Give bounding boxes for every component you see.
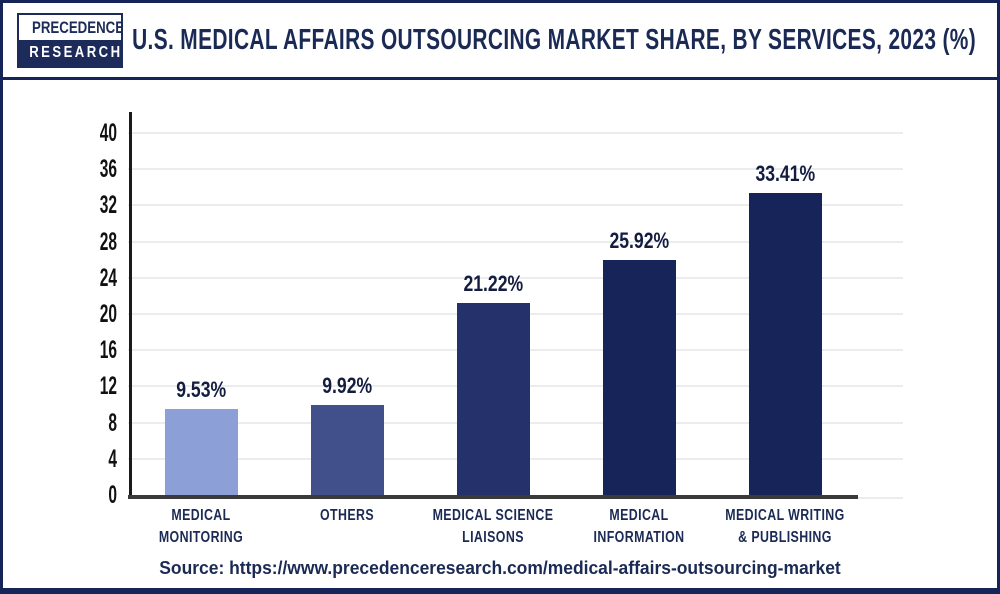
y-tick-label: 20: [99, 300, 117, 328]
bar-value-label: 9.53%: [176, 376, 226, 402]
x-category-label-line: MEDICAL SCIENCE: [432, 507, 554, 524]
x-category-label-line: & PUBLISHING: [738, 529, 832, 546]
y-tick-label: 0: [108, 481, 117, 509]
y-tick-label: 8: [108, 408, 117, 437]
chart-title: U.S. MEDICAL AFFAIRS OUTSOURCING MARKET …: [132, 23, 976, 56]
logo-word-precedence: PRECEDENCE: [19, 14, 121, 40]
x-category-label-line: MONITORING: [158, 529, 244, 546]
precedence-research-logo: PRECEDENCE RESEARCH: [17, 12, 123, 68]
y-tick-label: 36: [99, 155, 117, 184]
x-category-label-line: MEDICAL: [609, 507, 669, 524]
bar-slot: 9.92%: [274, 80, 420, 495]
x-axis-line: [128, 495, 858, 499]
bar-value-label: 21.22%: [463, 270, 523, 296]
y-tick-label: 28: [99, 227, 117, 256]
gridline: [128, 240, 903, 243]
y-tick-label: 12: [99, 372, 117, 401]
header: PRECEDENCE RESEARCH U.S. MEDICAL AFFAIRS…: [3, 3, 997, 80]
x-category-label: MEDICAL SCIENCE LIAISONS: [427, 505, 560, 549]
bar-value-label: 9.92%: [322, 373, 372, 399]
y-tick-label: 4: [108, 444, 117, 473]
bar-slot: 33.41%: [712, 80, 858, 495]
y-tick-label: 24: [99, 263, 117, 292]
bar-slot: 9.53%: [128, 80, 274, 495]
bar-chart-plot-area: Source: https://www.precedenceresearch.c…: [3, 80, 997, 588]
x-category-label: MEDICAL WRITING & PUBLISHING: [719, 505, 852, 549]
x-category-label-line: MEDICAL: [171, 507, 231, 524]
x-category-label-line: OTHERS: [319, 507, 375, 524]
gridline: [128, 132, 903, 134]
logo-text-bottom: RESEARCH: [29, 43, 121, 61]
y-axis-line: [129, 112, 132, 496]
bar: [456, 302, 530, 495]
title-area: U.S. MEDICAL AFFAIRS OUTSOURCING MARKET …: [123, 24, 985, 57]
bar-value-label: 25.92%: [609, 228, 669, 254]
gridline: [128, 204, 903, 207]
bar: [602, 260, 676, 495]
bar-value-label: 33.41%: [755, 160, 815, 186]
logo-text-top: PRECEDENCE: [31, 17, 121, 37]
bar-slot: 25.92%: [566, 80, 712, 495]
logo-word-research: RESEARCH: [19, 39, 121, 66]
y-tick-label: 16: [99, 336, 117, 365]
bar: [310, 405, 384, 495]
y-tick-label: 40: [99, 119, 117, 147]
x-category-label-line: LIAISONS: [462, 529, 524, 546]
gridline: [128, 276, 903, 279]
gridline: [128, 168, 903, 171]
y-tick-label: 32: [99, 191, 117, 220]
x-category-label: MEDICAL MONITORING: [135, 505, 268, 549]
bar: [748, 192, 822, 495]
bar: [164, 408, 238, 495]
bar-slot: 21.22%: [420, 80, 566, 495]
source-text: Source: https://www.precedenceresearch.c…: [159, 558, 841, 578]
x-category-label: MEDICAL INFORMATION: [573, 505, 706, 549]
x-category-label: OTHERS: [281, 505, 414, 527]
x-category-label-line: INFORMATION: [593, 529, 685, 546]
x-category-label-line: MEDICAL WRITING: [725, 507, 845, 524]
